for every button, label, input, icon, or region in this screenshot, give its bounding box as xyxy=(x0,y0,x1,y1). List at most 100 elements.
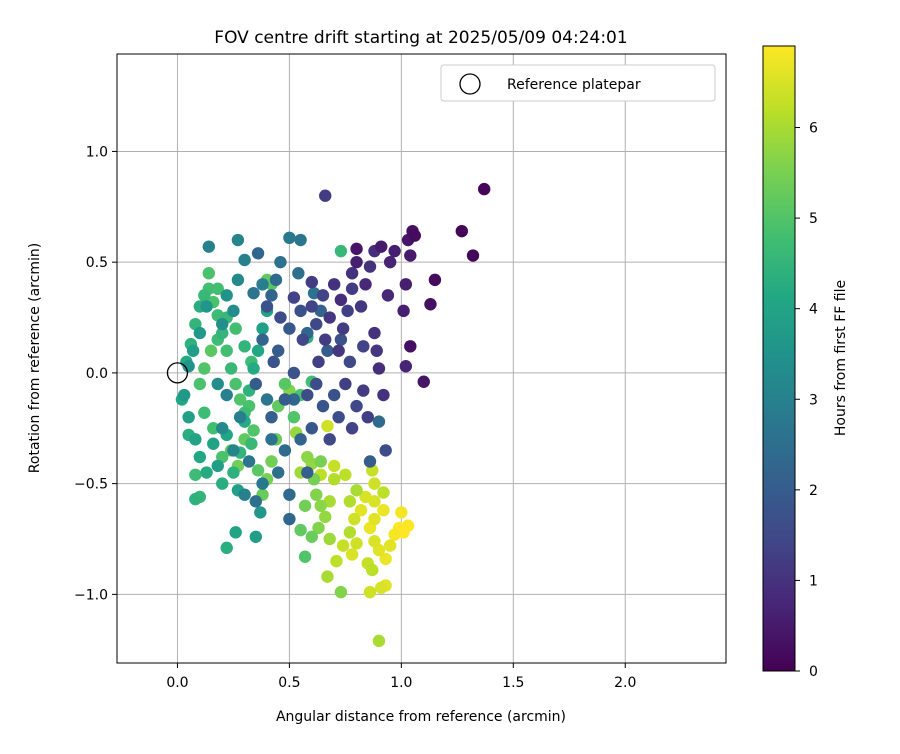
data-point xyxy=(310,377,323,391)
data-point xyxy=(220,541,233,555)
data-point xyxy=(368,326,381,340)
data-point xyxy=(200,300,213,313)
data-point xyxy=(231,273,245,287)
chart-title: FOV centre drift starting at 2025/05/09 … xyxy=(214,28,627,48)
reference-marker xyxy=(166,362,189,384)
data-point xyxy=(251,464,265,477)
data-point xyxy=(287,291,301,304)
data-point xyxy=(274,311,287,324)
data-point xyxy=(256,477,269,490)
data-point xyxy=(341,304,354,318)
legend-marker-reference xyxy=(459,73,481,95)
data-point xyxy=(287,410,301,424)
x-tick-label: 0.5 xyxy=(278,675,300,691)
data-point xyxy=(339,377,352,391)
data-points xyxy=(175,182,491,648)
data-point xyxy=(319,189,332,202)
data-point xyxy=(312,521,325,535)
data-point xyxy=(345,267,359,280)
data-point xyxy=(316,399,330,413)
data-point xyxy=(350,484,363,497)
legend-label-reference: Reference platepar xyxy=(507,77,641,93)
y-tick-label: −0.5 xyxy=(74,477,108,493)
data-point xyxy=(323,532,336,546)
data-point xyxy=(251,344,265,357)
data-point xyxy=(287,366,301,380)
data-point xyxy=(372,362,386,375)
data-point xyxy=(350,255,363,269)
data-point xyxy=(399,278,413,291)
data-point xyxy=(227,304,240,318)
data-point xyxy=(316,289,330,302)
data-point xyxy=(327,459,341,473)
data-point xyxy=(336,322,350,335)
data-point xyxy=(292,267,305,280)
data-point xyxy=(298,550,312,563)
data-point xyxy=(256,322,269,335)
data-point xyxy=(245,437,258,450)
data-point xyxy=(238,253,251,267)
data-point xyxy=(294,523,307,537)
data-point xyxy=(321,570,334,583)
data-point xyxy=(231,233,245,247)
colorbar-tick-label: 0 xyxy=(809,664,818,680)
x-axis-ticks: 0.0 0.5 1.0 1.5 2.0 xyxy=(166,663,636,691)
data-point xyxy=(193,326,207,340)
data-point xyxy=(379,552,392,566)
data-point xyxy=(242,455,256,468)
data-point xyxy=(220,388,233,402)
data-point xyxy=(428,273,442,287)
data-point xyxy=(399,360,413,373)
data-point xyxy=(238,488,251,501)
data-point xyxy=(294,304,307,318)
data-point xyxy=(189,492,202,506)
data-point xyxy=(274,255,287,269)
data-point xyxy=(372,415,386,428)
data-point xyxy=(267,355,280,369)
y-tick-label: 0.0 xyxy=(86,366,108,382)
data-point xyxy=(319,510,332,524)
y-axis-ticks: −1.0 −0.5 0.0 0.5 1.0 xyxy=(74,144,117,603)
data-point xyxy=(247,362,260,375)
data-point xyxy=(383,539,397,552)
data-point xyxy=(345,282,359,295)
x-tick-label: 1.5 xyxy=(502,675,524,691)
data-point xyxy=(260,300,274,313)
data-point xyxy=(193,450,207,464)
data-point xyxy=(233,393,247,406)
data-point xyxy=(207,422,220,435)
data-point xyxy=(182,360,195,373)
data-point xyxy=(377,388,390,402)
colorbar-label: Hours from first FF file xyxy=(833,280,849,436)
data-point xyxy=(310,488,323,501)
data-point xyxy=(363,260,377,273)
data-point xyxy=(249,495,263,508)
data-point xyxy=(211,282,224,295)
data-point xyxy=(207,437,220,450)
data-point xyxy=(354,503,368,517)
data-point xyxy=(332,410,345,424)
data-point xyxy=(238,340,251,353)
data-point xyxy=(314,499,327,512)
data-point xyxy=(287,393,301,406)
data-point xyxy=(227,444,240,457)
legend: Reference platepar xyxy=(440,64,716,102)
data-point xyxy=(229,526,242,539)
data-point xyxy=(247,424,260,437)
colorbar-tick-label: 6 xyxy=(809,121,818,137)
colorbar-tick-label: 2 xyxy=(809,483,818,499)
data-point xyxy=(301,388,314,402)
data-point xyxy=(368,535,381,548)
data-point xyxy=(350,537,363,550)
y-tick-label: 1.0 xyxy=(86,144,108,160)
data-point xyxy=(198,289,211,302)
data-point xyxy=(296,333,310,346)
x-tick-label: 2.0 xyxy=(614,675,636,691)
data-point xyxy=(361,410,374,424)
data-point xyxy=(357,384,370,397)
data-point xyxy=(283,231,296,245)
data-point xyxy=(278,377,292,391)
data-point xyxy=(327,472,341,486)
data-point xyxy=(343,526,357,539)
data-point xyxy=(314,455,327,468)
